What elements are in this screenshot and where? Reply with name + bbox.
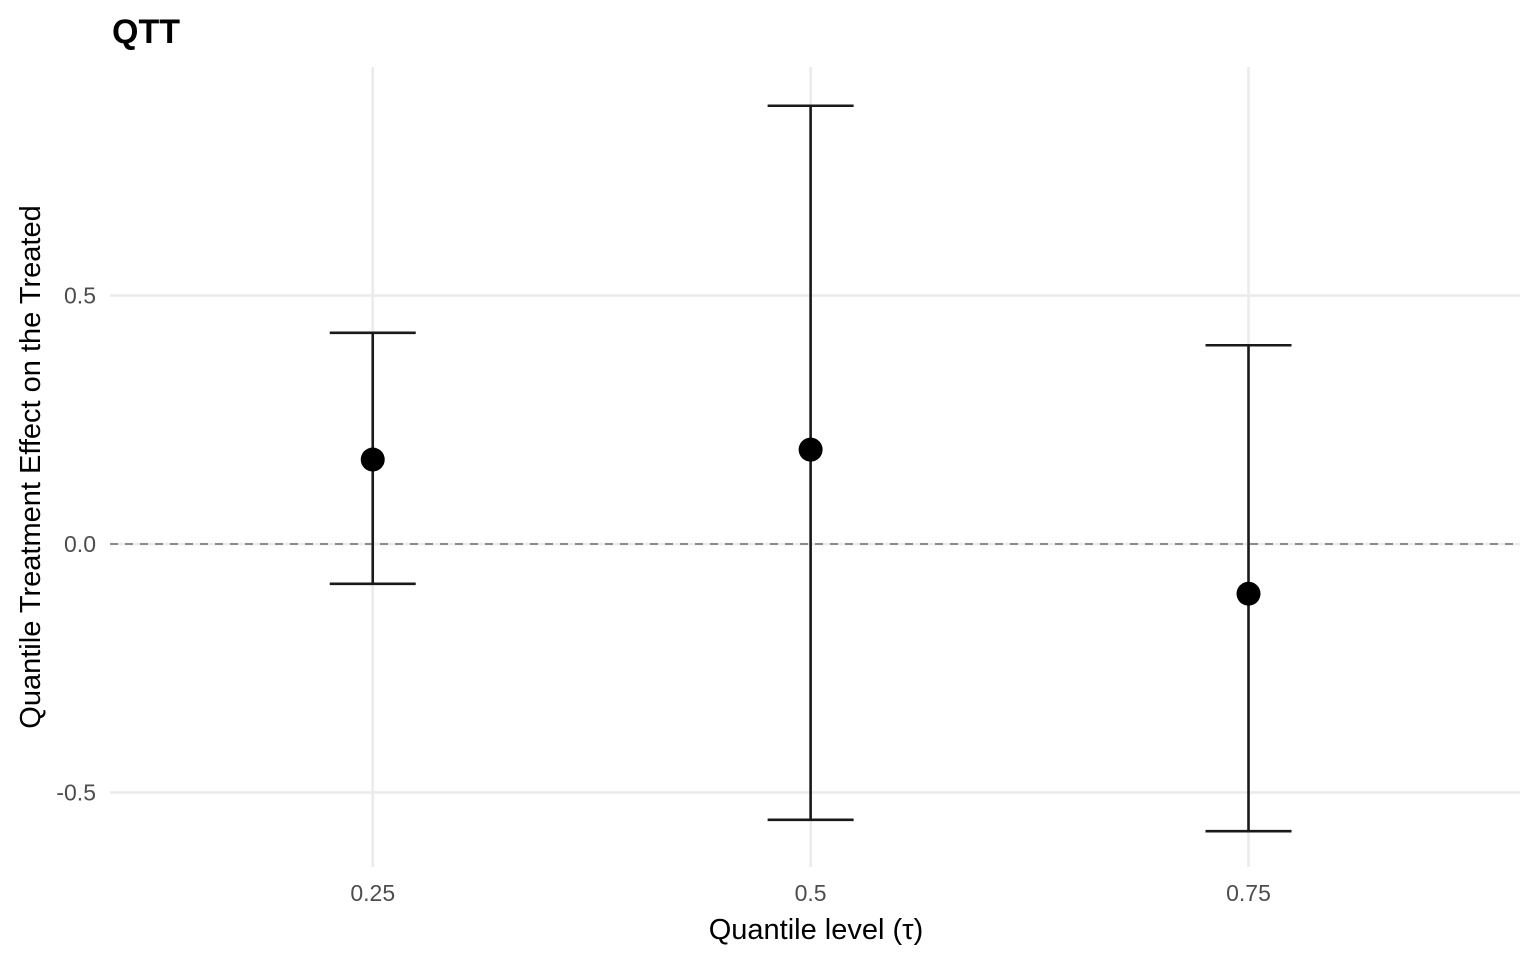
x-tick-label: 0.25	[350, 880, 395, 906]
estimate-point	[360, 447, 385, 472]
x-tick-label: 0.5	[795, 880, 827, 906]
error-bar-layer	[329, 104, 1292, 833]
grid-layer	[110, 67, 1520, 867]
point-layer	[360, 437, 1261, 606]
estimate-point	[1236, 581, 1261, 606]
y-axis-label: Quantile Treatment Effect on the Treated	[15, 205, 47, 728]
y-tick-label: -0.5	[56, 779, 96, 805]
chart-title: QTT	[112, 13, 180, 51]
y-tick-label: 0.0	[64, 531, 96, 557]
x-axis-label: Quantile level (τ)	[709, 914, 924, 946]
estimate-point	[798, 437, 823, 462]
y-tick-label: 0.5	[64, 283, 96, 309]
x-tick-label: 0.75	[1226, 880, 1271, 906]
tick-label-layer: -0.5 0.0 0.5 0.25 0.5 0.75	[56, 283, 1271, 906]
